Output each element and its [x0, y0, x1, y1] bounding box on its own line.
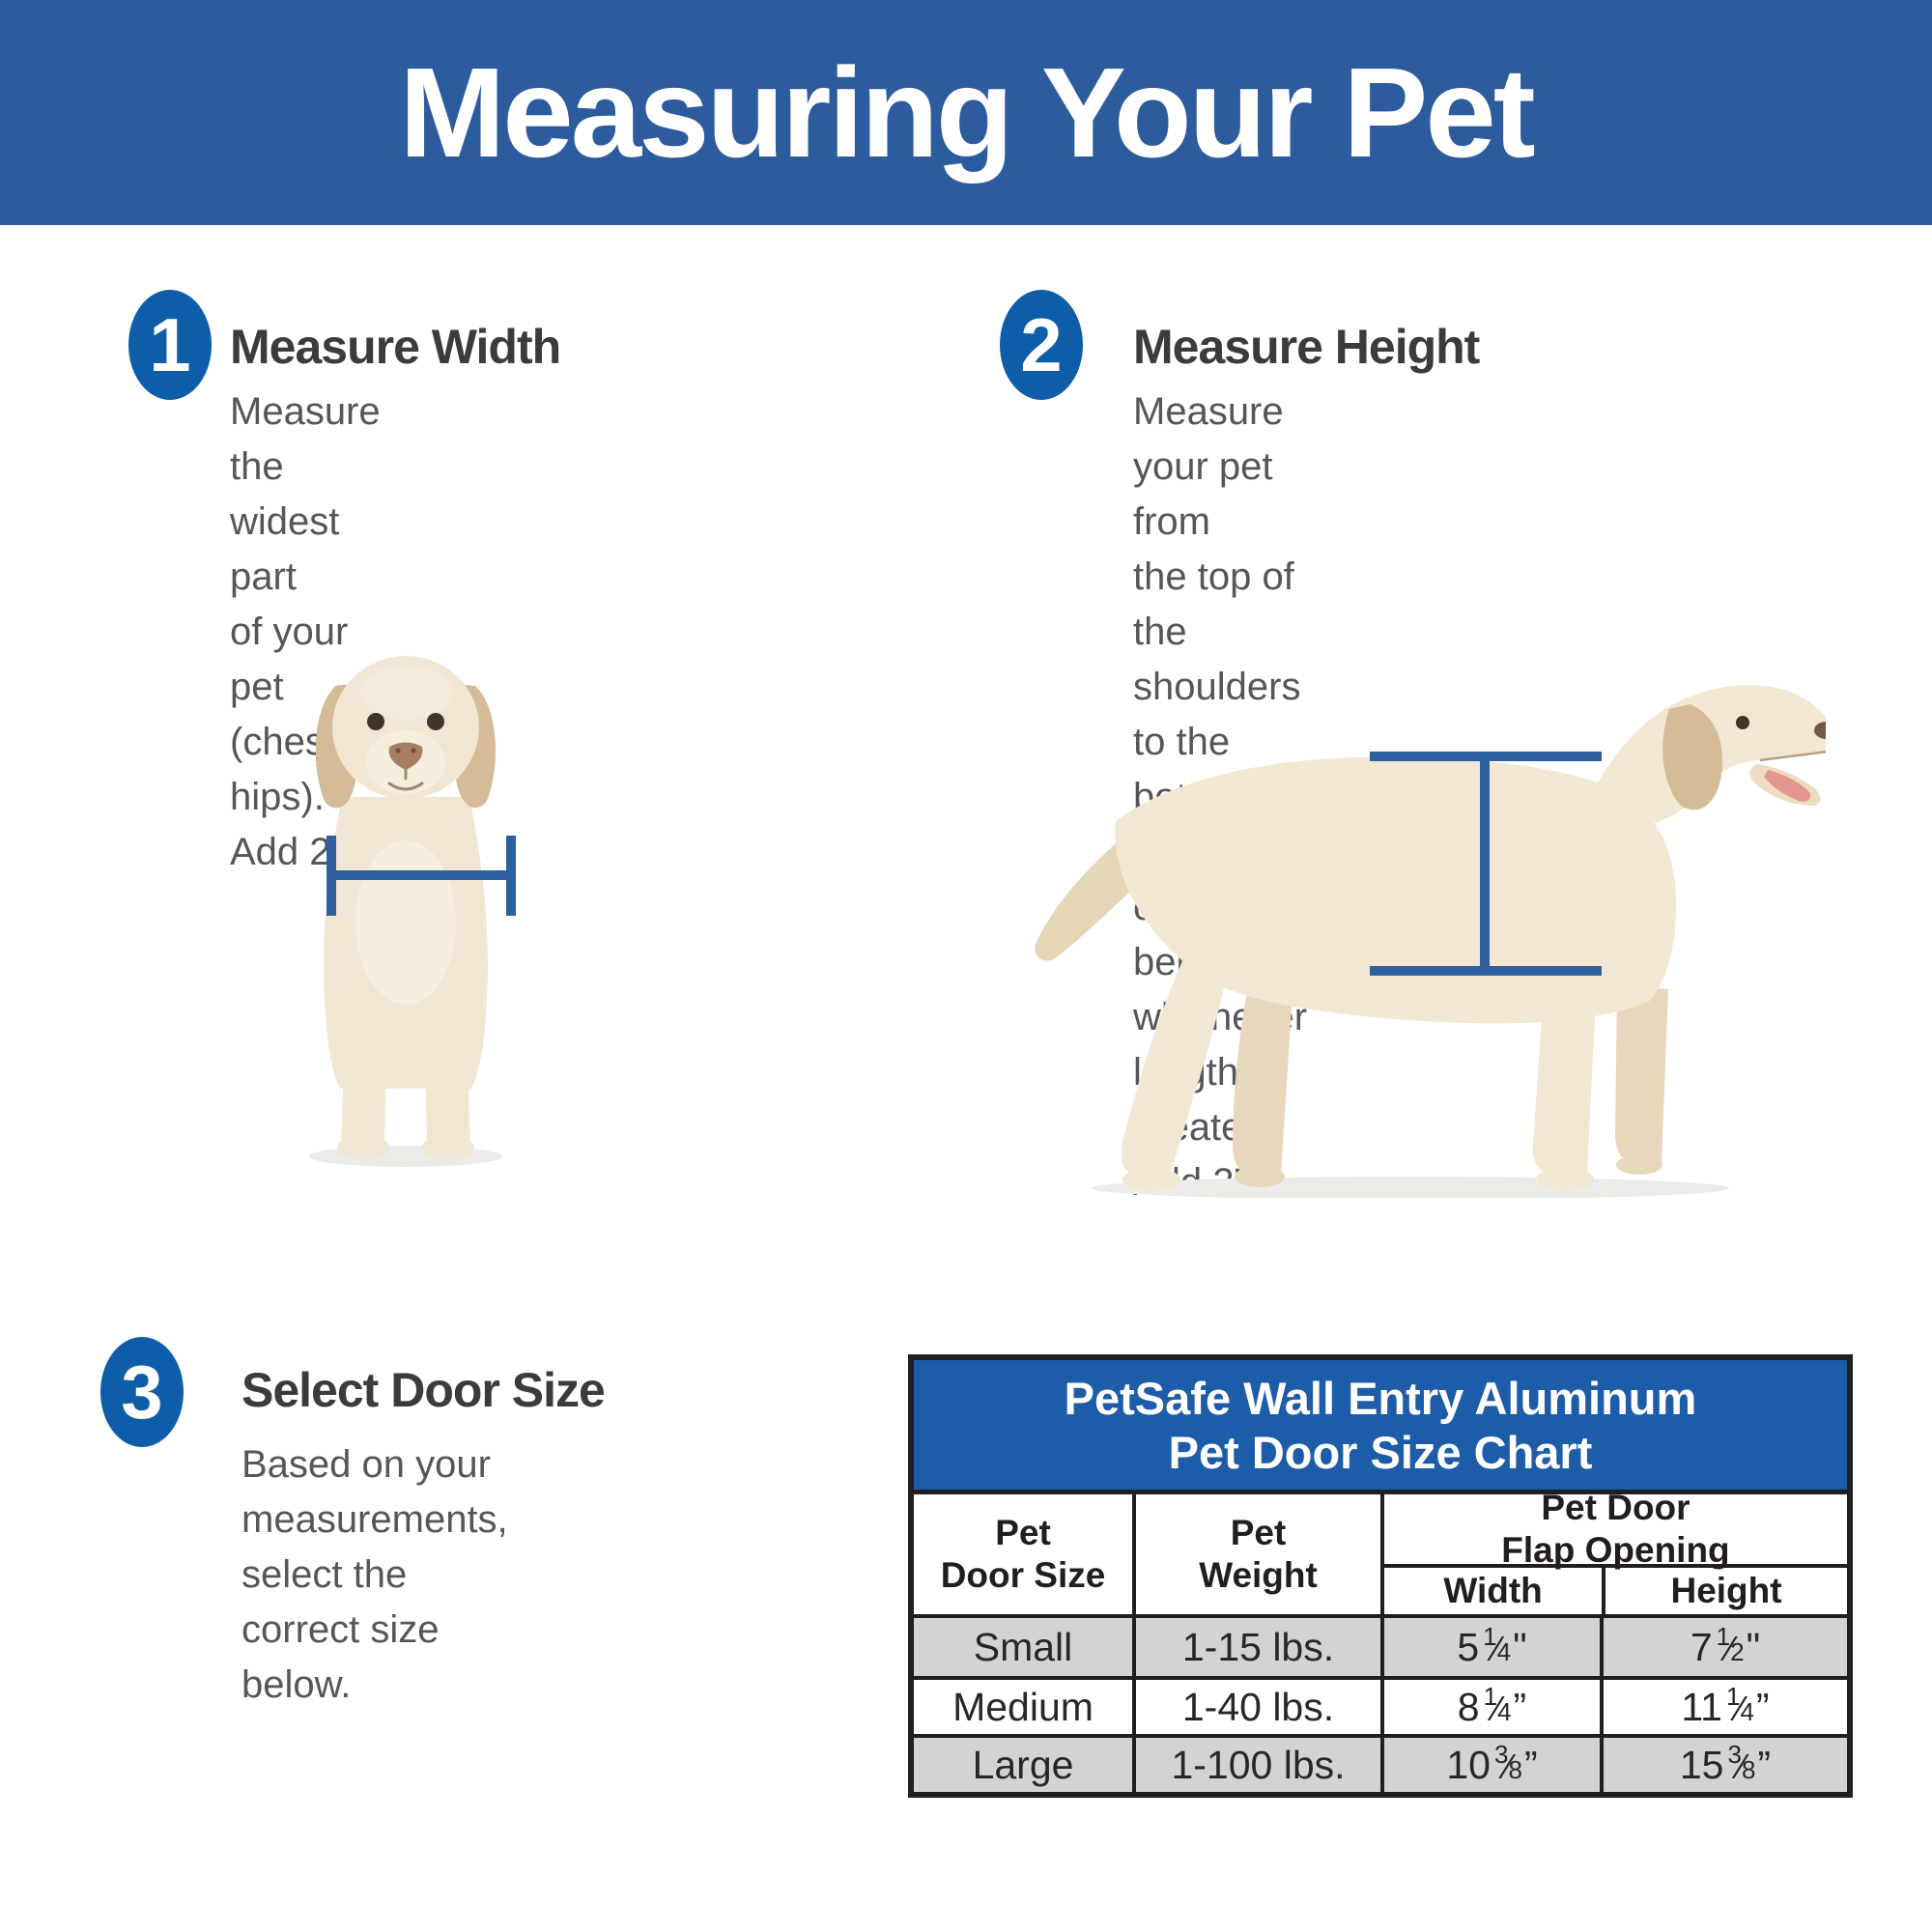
front-dog-illustration	[309, 656, 516, 1167]
title-banner: Measuring Your Pet	[0, 0, 1932, 225]
inch-mark: "	[1513, 1624, 1527, 1669]
cell-flap-width: 5 1⁄4 "	[1379, 1618, 1600, 1676]
step-2-title: Measure Height	[1133, 320, 1480, 374]
fraction-numerator: 3	[1493, 1739, 1509, 1769]
inch-mark: ”	[1757, 1742, 1772, 1787]
cell-door-size: Small	[973, 1624, 1073, 1669]
height-measure-line	[1370, 752, 1602, 976]
cell-door-size: Large	[972, 1742, 1074, 1787]
step-3-description: Based on your measurements, select the c…	[242, 1443, 508, 1706]
col-header-width: Width	[1443, 1571, 1543, 1610]
side-dog-illustration	[1035, 685, 1826, 1198]
fraction-denominator: 8	[1741, 1754, 1756, 1784]
size-chart-column-headers: Pet Door Size Pet Weight Pet Door Flap O…	[914, 1488, 1847, 1618]
fraction-numerator: 1	[1483, 1621, 1497, 1651]
step-2-number-badge: 2	[1000, 290, 1083, 400]
col-header-pet-weight: Pet Weight	[1132, 1494, 1380, 1614]
fraction-slash: ⁄	[1737, 1688, 1744, 1728]
step-1-title: Measure Width	[230, 320, 561, 374]
col-header-flap-opening: Pet Door Flap Opening	[1501, 1488, 1730, 1570]
step-3-title: Select Door Size	[242, 1363, 606, 1417]
page-title: Measuring Your Pet	[399, 42, 1535, 184]
front-dog-eye	[367, 713, 384, 730]
flap-width-whole: 8	[1457, 1684, 1480, 1729]
fraction-denominator: 4	[1496, 1636, 1512, 1666]
cell-pet-weight: 1-40 lbs.	[1132, 1680, 1380, 1734]
fraction-slash: ⁄	[1727, 1628, 1734, 1668]
table-row-medium: Medium 1-40 lbs. 8 1⁄4” 11 1⁄4”	[914, 1676, 1847, 1734]
table-row-small: Small 1-15 lbs. 5 1⁄4 " 7 1⁄2 "	[914, 1618, 1847, 1676]
step-1-number: 1	[149, 301, 191, 387]
inch-mark: ”	[1523, 1742, 1538, 1787]
side-dog-nose	[1814, 722, 1826, 739]
cell-flap-height: 15 3⁄8”	[1599, 1738, 1847, 1792]
col-header-height: Height	[1602, 1568, 1847, 1614]
fraction-denominator: 2	[1730, 1636, 1745, 1666]
fraction-slash: ⁄	[1505, 1746, 1512, 1786]
cell-flap-width: 8 1⁄4”	[1379, 1680, 1600, 1734]
fraction-numerator: 1	[1716, 1621, 1731, 1651]
step-1-number-badge: 1	[128, 290, 212, 400]
cell-pet-weight: 1-100 lbs.	[1132, 1738, 1380, 1792]
inch-mark: "	[1746, 1624, 1761, 1669]
col-header-flap-opening-group: Pet Door Flap Opening Width Height	[1379, 1488, 1847, 1614]
step-1-description: Measure the widest part of your pet (che…	[230, 390, 381, 873]
width-measure-line	[327, 836, 516, 916]
flap-width-whole: 10	[1446, 1742, 1491, 1787]
cell-flap-height: 7 1⁄2 "	[1599, 1618, 1847, 1676]
flap-height-whole: 15	[1679, 1742, 1724, 1787]
side-dog-shadow	[1092, 1177, 1729, 1198]
fraction-numerator: 3	[1727, 1739, 1742, 1769]
step-3-number: 3	[121, 1349, 163, 1435]
side-dog-eye	[1736, 716, 1749, 729]
fraction-denominator: 4	[1740, 1696, 1754, 1726]
cell-flap-height: 11 1⁄4”	[1599, 1680, 1847, 1734]
flap-width-whole: 5	[1457, 1624, 1480, 1669]
cell-door-size: Medium	[952, 1684, 1094, 1729]
fraction-denominator: 4	[1497, 1696, 1512, 1726]
fraction-slash: ⁄	[1738, 1746, 1745, 1786]
fraction-slash: ⁄	[1494, 1688, 1501, 1728]
fraction-slash: ⁄	[1493, 1628, 1500, 1668]
fraction-numerator: 1	[1725, 1681, 1741, 1711]
size-chart-title: PetSafe Wall Entry Aluminum Pet Door Siz…	[914, 1360, 1847, 1494]
fraction-denominator: 8	[1508, 1754, 1522, 1784]
cell-flap-width: 10 3⁄8”	[1379, 1738, 1600, 1792]
inch-mark: ”	[1755, 1684, 1770, 1729]
side-dog-ear	[1662, 704, 1722, 810]
front-dog-eye	[427, 713, 444, 730]
table-row-large: Large 1-100 lbs. 10 3⁄8” 15 3⁄8”	[914, 1734, 1847, 1792]
step-3-number-badge: 3	[100, 1337, 184, 1447]
step-2-number: 2	[1020, 301, 1063, 387]
flap-height-whole: 7	[1690, 1624, 1713, 1669]
fraction-numerator: 1	[1483, 1681, 1498, 1711]
flap-height-whole: 11	[1681, 1684, 1722, 1729]
size-chart-table: PetSafe Wall Entry Aluminum Pet Door Siz…	[908, 1354, 1853, 1798]
side-dog-tongue	[1764, 770, 1811, 802]
cell-pet-weight: 1-15 lbs.	[1132, 1618, 1380, 1676]
inch-mark: ”	[1513, 1684, 1527, 1729]
col-header-pet-door-size: Pet Door Size	[940, 1513, 1106, 1595]
